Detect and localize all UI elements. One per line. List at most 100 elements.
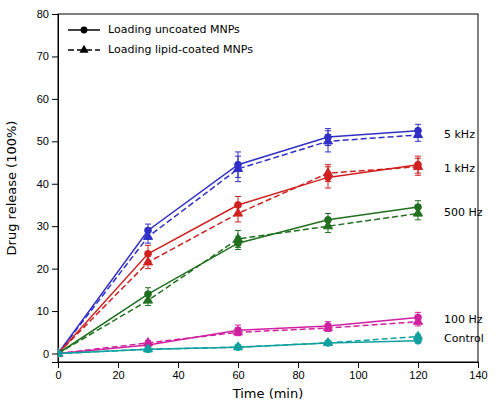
chart: 020406080100120140010203040506070805 kHz… (0, 0, 500, 408)
annotation: 500 Hz (444, 206, 483, 219)
marker (233, 164, 242, 172)
marker (323, 168, 332, 176)
legend: Loading uncoated MNPs Loading lipid-coate… (68, 23, 253, 56)
tick: 80 (37, 8, 58, 20)
tick-mark (418, 362, 419, 368)
tick-label: 70 (37, 50, 49, 62)
y-axis: 01020304050607080 (37, 8, 59, 362)
tick-mark (298, 362, 299, 368)
line (58, 322, 418, 354)
legend-label: Loading lipid-coated MNPs (108, 43, 253, 56)
marker (413, 162, 422, 170)
tick: 80 (292, 362, 304, 381)
annotation: 5 kHz (444, 128, 475, 141)
marker (233, 234, 242, 242)
marks (58, 124, 423, 357)
series (58, 331, 423, 356)
x-axis: 0 20 40 60 80 100 120 140 (55, 362, 487, 381)
series (58, 124, 421, 357)
marker (143, 344, 152, 352)
tick-mark (52, 56, 58, 57)
series (58, 312, 421, 357)
line (58, 213, 418, 353)
marker (58, 348, 63, 356)
axis-line (59, 363, 479, 369)
line (58, 131, 418, 354)
series (58, 158, 423, 356)
x-axis-title: Time (min) (232, 386, 304, 401)
tick-label: 40 (37, 178, 49, 190)
marker (58, 348, 63, 356)
tick-label: 0 (55, 369, 61, 381)
tick-mark (238, 362, 239, 368)
series (58, 201, 421, 357)
tick: 60 (37, 93, 58, 105)
tick: 120 (409, 362, 427, 381)
tick: 60 (232, 362, 244, 381)
tick: 70 (37, 50, 58, 62)
tick-label: 40 (172, 369, 184, 381)
annotations: 5 kHz1 kHz500 Hz100 HzControl (444, 128, 484, 345)
tick-label: 140 (469, 369, 487, 381)
tick-label: 50 (37, 135, 49, 147)
tick-label: 10 (37, 305, 49, 317)
tick: 0 (43, 348, 58, 360)
tick: 50 (37, 135, 58, 147)
legend-marker (81, 27, 88, 34)
tick: 20 (112, 362, 124, 381)
tick-mark (52, 311, 58, 312)
marker (413, 316, 422, 324)
tick-mark (358, 362, 359, 368)
tick-label: 120 (409, 369, 427, 381)
tick-mark (52, 226, 58, 227)
marker (413, 208, 422, 216)
tick-label: 30 (37, 220, 49, 232)
marker (233, 208, 242, 216)
tick-mark (52, 354, 58, 355)
line (58, 135, 418, 354)
series (58, 207, 423, 356)
marker (323, 338, 332, 346)
annotation: 100 Hz (444, 313, 483, 326)
tick-mark (478, 362, 479, 368)
tick-label: 80 (292, 369, 304, 381)
tick-label: 20 (112, 369, 124, 381)
marker (58, 348, 63, 356)
tick-mark (52, 14, 58, 15)
axis-line (52, 15, 59, 363)
marker (413, 130, 422, 138)
tick-label: 60 (232, 369, 244, 381)
tick-label: 0 (43, 348, 49, 360)
legend-label: Loading uncoated MNPs (108, 23, 240, 36)
plot-frame (58, 14, 478, 362)
marker (143, 257, 152, 265)
series (58, 129, 423, 357)
marker (58, 348, 63, 356)
tick-mark (118, 362, 119, 368)
legend-marker (79, 45, 88, 53)
line (58, 167, 418, 354)
series (58, 156, 421, 357)
marker (233, 342, 242, 350)
legend-item: Loading uncoated MNPs (68, 23, 240, 36)
tick: 10 (37, 305, 58, 317)
series (58, 316, 423, 356)
tick: 140 (469, 362, 487, 381)
tick: 100 (349, 362, 367, 381)
series (58, 337, 421, 357)
tick: 40 (37, 178, 58, 190)
line (58, 317, 418, 353)
marker (323, 221, 332, 229)
plot: 020406080100120140010203040506070805 kHz… (37, 8, 488, 381)
line (58, 165, 418, 354)
tick-label: 80 (37, 8, 49, 20)
annotation: 1 kHz (444, 162, 475, 175)
marker (143, 295, 152, 303)
line (58, 207, 418, 353)
marker (323, 136, 332, 144)
tick-mark (52, 141, 58, 142)
tick: 0 (55, 362, 61, 381)
tick-mark (52, 184, 58, 185)
marker (413, 331, 422, 339)
tick-label: 100 (349, 369, 367, 381)
